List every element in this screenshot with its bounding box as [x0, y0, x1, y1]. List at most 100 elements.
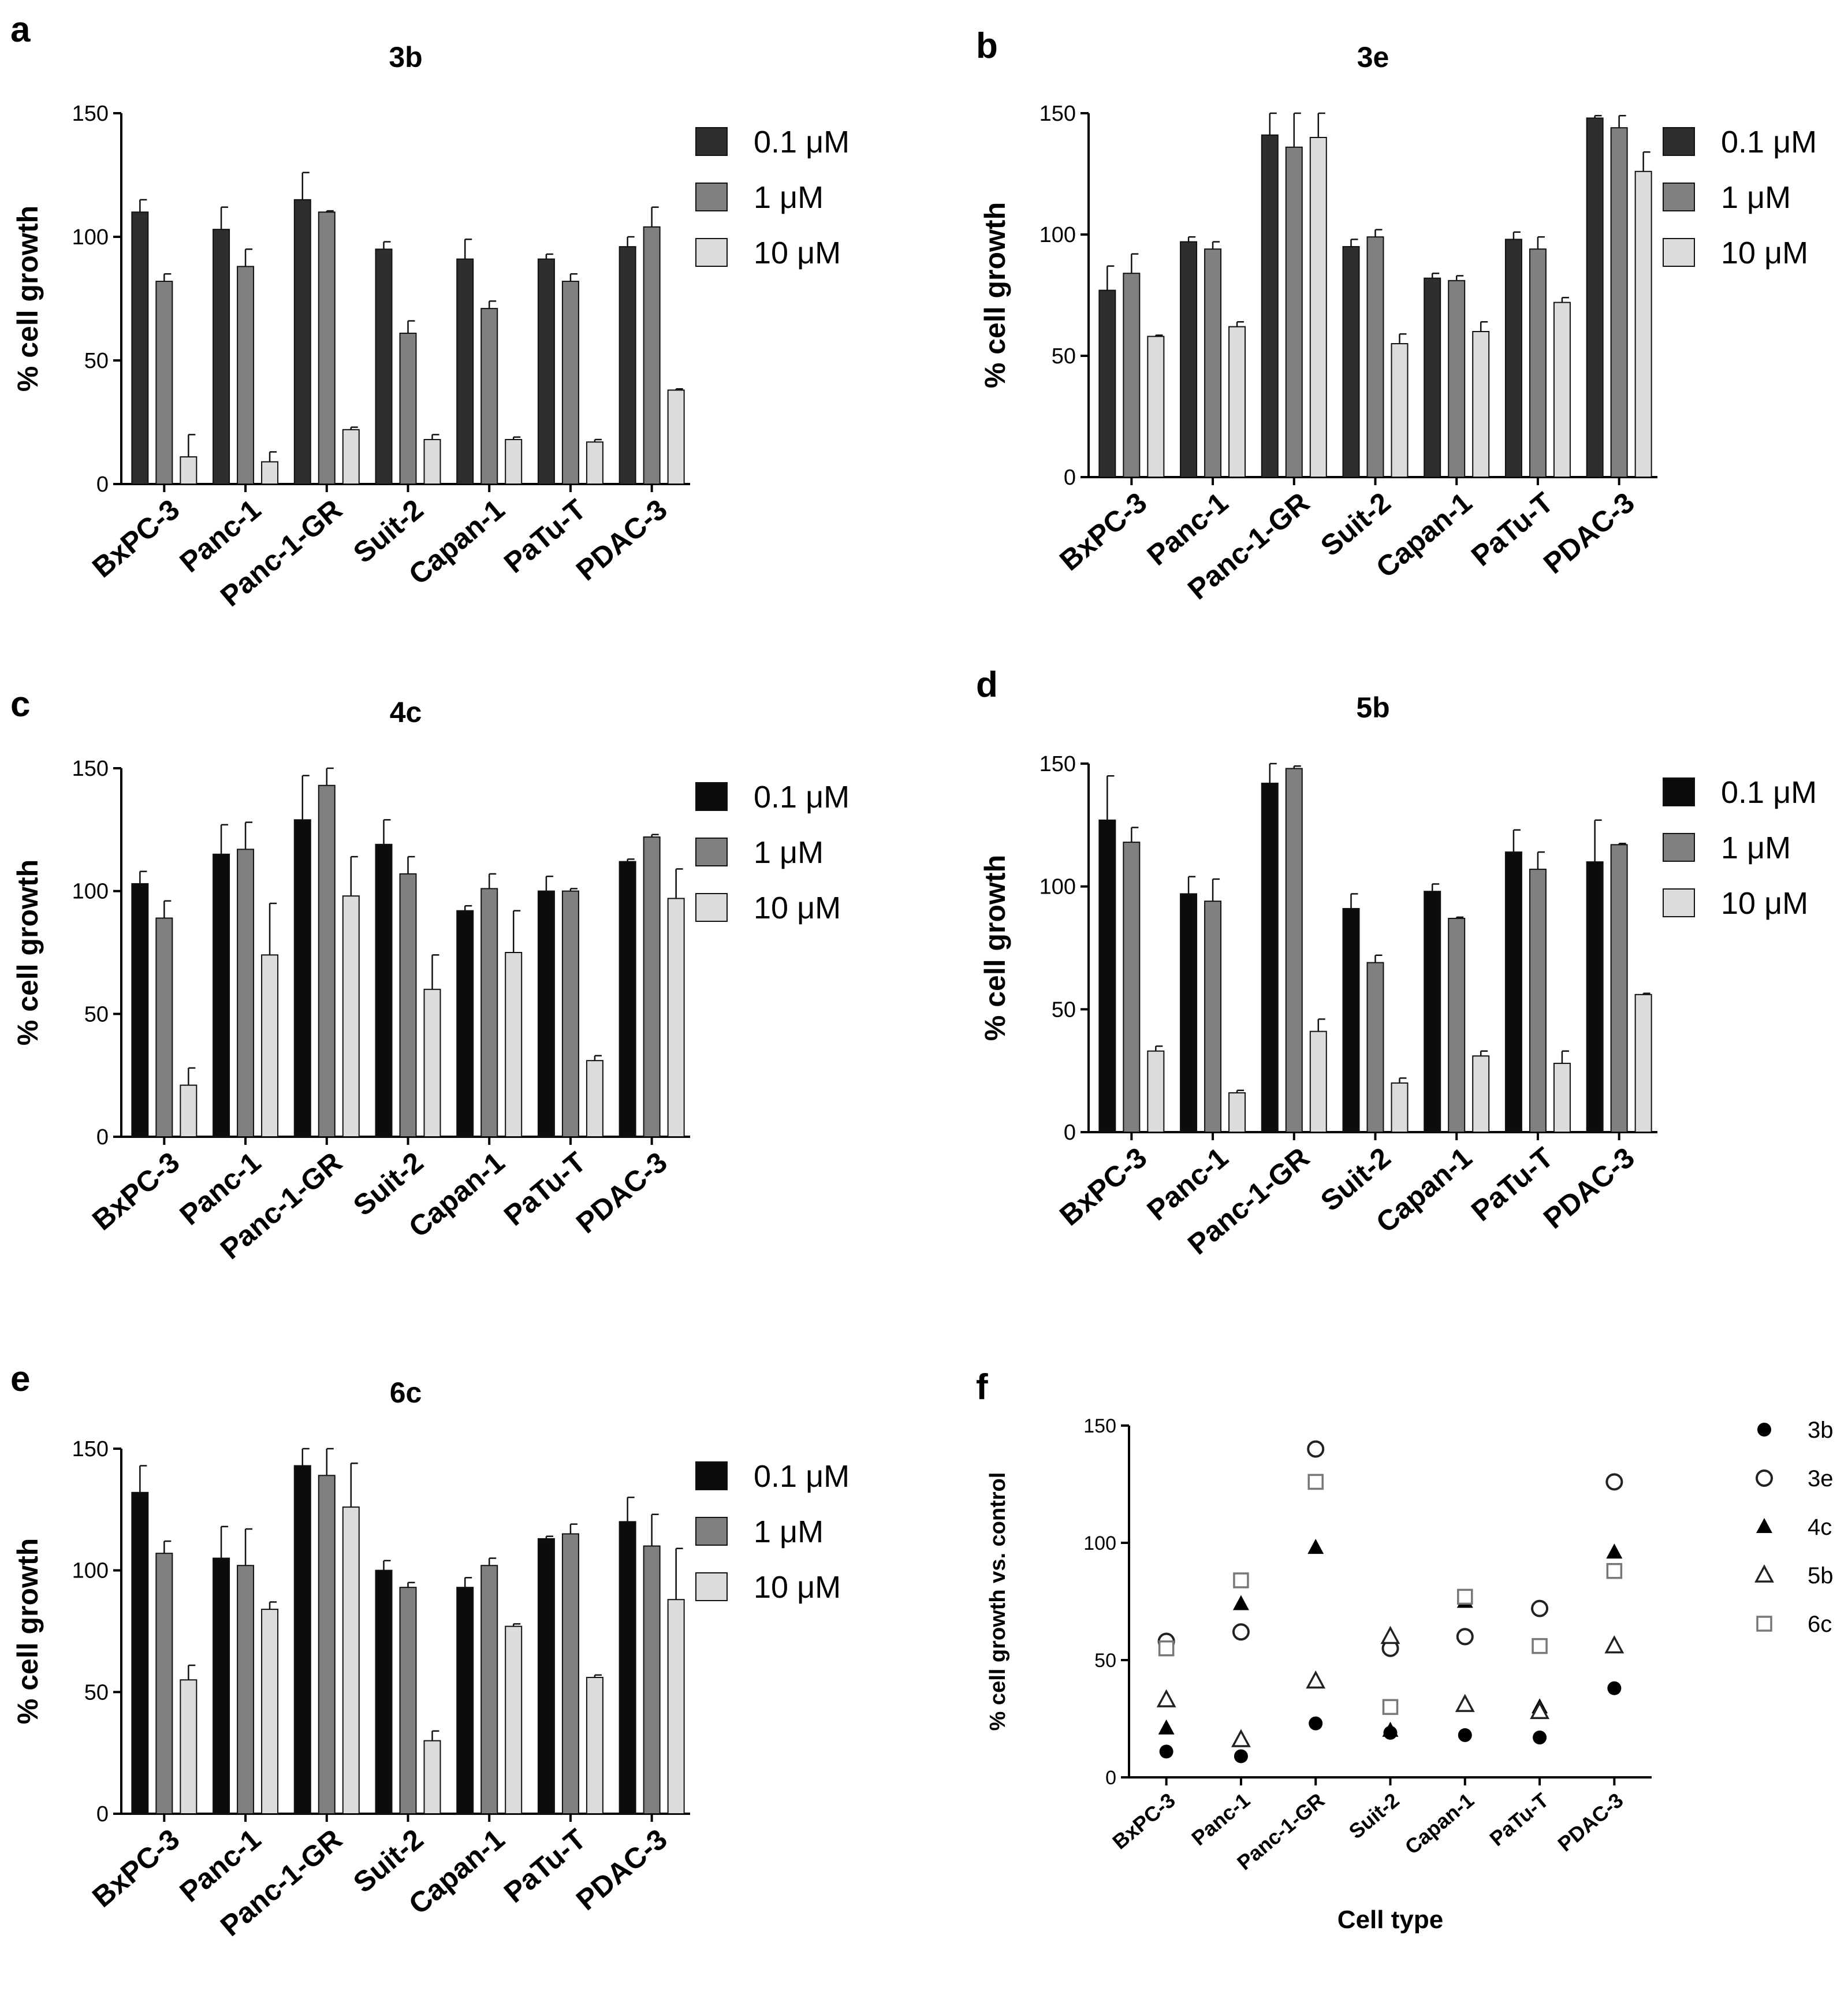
bar-0-1: [213, 853, 230, 1138]
y-tick-label: 100: [1040, 223, 1076, 247]
legend-swatch: [1663, 833, 1695, 862]
bar-0-6: [1586, 117, 1604, 478]
y-tick-label: 50: [1052, 998, 1076, 1022]
point-5b-5: [1530, 1701, 1550, 1720]
bar-2-6: [667, 389, 685, 485]
legend-swatch: [1663, 777, 1695, 806]
bar-0-0: [1098, 289, 1116, 478]
legend-swatch: [1663, 238, 1695, 267]
point-3b-5: [1533, 1730, 1547, 1744]
panel-letter: e: [10, 1359, 30, 1399]
point-5b-2: [1306, 1670, 1326, 1689]
y-tick-label: 50: [1052, 344, 1076, 369]
legend-label: 10 μM: [1721, 236, 1808, 270]
legend-label: 3e: [1808, 1466, 1834, 1491]
bar-1-4: [480, 308, 498, 485]
bar-1-1: [237, 849, 255, 1137]
legend-swatch: [695, 238, 728, 267]
legend-marker: [1754, 1564, 1774, 1583]
bar-2-5: [1553, 302, 1571, 478]
bar-2-4: [1472, 1055, 1490, 1133]
y-tick-label: 100: [1040, 875, 1076, 899]
legend-label: 1 μM: [754, 835, 824, 870]
panel-letter: a: [10, 10, 31, 50]
legend-label: 0.1 μM: [1721, 775, 1817, 810]
bar-2-3: [1391, 343, 1409, 478]
bar-1-5: [561, 890, 579, 1137]
bar-1-2: [1285, 768, 1303, 1133]
bar-2-4: [505, 438, 523, 485]
bar-1-1: [237, 266, 255, 485]
bar-0-1: [1180, 241, 1198, 478]
bar-0-0: [131, 883, 149, 1137]
y-tick-label: 0: [1064, 1121, 1076, 1145]
point-3b-6: [1607, 1681, 1622, 1695]
legend-label: 1 μM: [754, 180, 824, 215]
bar-2-3: [423, 438, 441, 485]
bar-0-3: [375, 843, 393, 1138]
bar-2-3: [423, 1740, 441, 1815]
legend-swatch: [1663, 888, 1695, 917]
point-6c-4: [1457, 1588, 1473, 1605]
bar-2-1: [261, 954, 279, 1137]
legend-swatch: [695, 1461, 728, 1490]
y-tick-label: 150: [1083, 1415, 1116, 1437]
y-axis-label: % cell growth: [12, 860, 44, 1045]
point-4c-2: [1307, 1539, 1324, 1554]
bar-2-0: [180, 1679, 198, 1814]
y-tick-label: 150: [72, 757, 109, 781]
bar-2-4: [1472, 331, 1490, 478]
legend-label: 1 μM: [754, 1515, 824, 1549]
bar-2-1: [1228, 326, 1246, 478]
bar-0-2: [293, 199, 311, 485]
bar-2-3: [1391, 1082, 1409, 1133]
legend-swatch: [1663, 183, 1695, 211]
y-tick-label: 0: [96, 1125, 109, 1149]
point-5b-0: [1156, 1689, 1176, 1707]
y-tick-label: 0: [96, 1802, 109, 1826]
bar-2-6: [1634, 170, 1652, 478]
bar-2-6: [1634, 994, 1652, 1133]
y-tick-label: 50: [84, 349, 109, 373]
panel-letter: b: [976, 26, 998, 66]
bar-2-2: [1309, 137, 1327, 478]
bar-1-2: [1285, 146, 1303, 478]
bar-0-5: [1504, 851, 1522, 1133]
point-3b-1: [1234, 1749, 1248, 1763]
bar-2-4: [505, 1625, 523, 1814]
y-tick-label: 100: [1083, 1532, 1116, 1554]
bar-1-3: [399, 332, 417, 485]
point-5b-6: [1604, 1635, 1625, 1654]
y-tick-label: 50: [84, 1002, 109, 1026]
bar-0-3: [1342, 907, 1360, 1133]
y-tick-label: 150: [1040, 752, 1076, 776]
legend-swatch: [695, 127, 728, 156]
point-3b-0: [1159, 1744, 1173, 1759]
point-3e-1: [1232, 1623, 1250, 1641]
bar-2-4: [505, 952, 523, 1137]
bar-0-6: [1586, 861, 1604, 1133]
bar-2-0: [180, 1084, 198, 1138]
bar-0-2: [293, 1465, 311, 1815]
point-5b-4: [1455, 1694, 1475, 1712]
legend-label: 0.1 μM: [1721, 125, 1817, 159]
bar-1-6: [643, 1545, 661, 1815]
legend-label: 10 μM: [754, 236, 841, 270]
bar-0-0: [131, 1491, 149, 1815]
y-axis-label: % cell growth: [12, 1538, 44, 1724]
point-6c-3: [1382, 1699, 1399, 1715]
chart-title: 3b: [389, 41, 422, 73]
y-tick-label: 100: [72, 225, 109, 250]
bar-2-2: [1309, 1030, 1327, 1133]
legend-label: 6c: [1808, 1612, 1832, 1637]
bar-0-5: [537, 258, 555, 485]
legend-label: 5b: [1808, 1563, 1834, 1588]
legend-label: 3b: [1808, 1417, 1834, 1443]
chart-title: 3e: [1357, 41, 1389, 73]
y-tick-label: 0: [1064, 466, 1076, 490]
bar-1-4: [480, 1565, 498, 1814]
bar-0-4: [1424, 891, 1441, 1133]
bar-1-1: [237, 1565, 255, 1814]
bar-1-4: [480, 888, 498, 1137]
